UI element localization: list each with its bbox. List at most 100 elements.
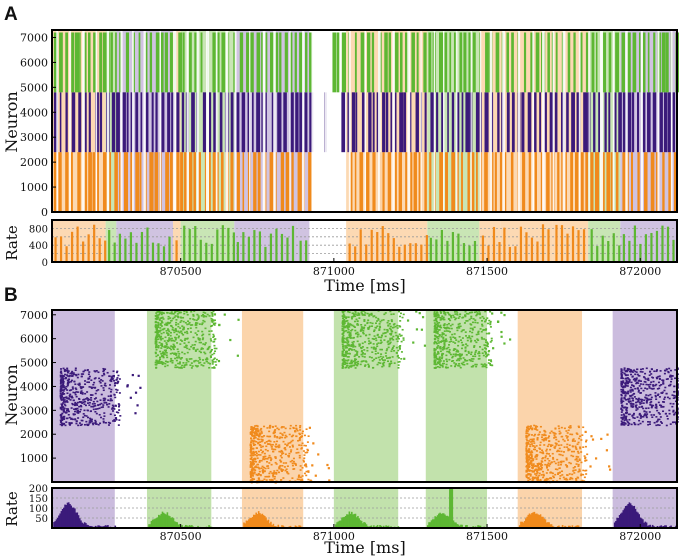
spike-dot [177, 315, 180, 318]
spike-dot [249, 466, 252, 468]
spike-dot [250, 463, 253, 465]
spike-dot [456, 329, 459, 332]
spike-dot [252, 452, 255, 454]
spike-dot [345, 346, 348, 349]
spike-dot [665, 378, 668, 381]
spike-dot [160, 355, 163, 358]
rate-bar [97, 525, 99, 528]
spike-dot [381, 334, 384, 337]
spike-dot [346, 336, 349, 339]
spike-dot [399, 312, 402, 315]
spike-dot [290, 440, 293, 443]
spike-dot [538, 463, 541, 465]
spike-dot [177, 336, 180, 339]
spike-dot [258, 444, 261, 446]
spike-dot [352, 360, 355, 363]
spike-dot [621, 418, 624, 421]
spike-stripe-purple [593, 92, 596, 153]
spike-dot [674, 369, 677, 371]
spike-dot [179, 339, 182, 341]
spike-dot [443, 344, 446, 346]
spike-dot [441, 340, 444, 342]
spike-dot [656, 420, 659, 422]
spike-dot [382, 362, 385, 365]
spike-dot [646, 378, 649, 381]
stray-spike [584, 430, 587, 434]
spike-dot [111, 408, 114, 410]
spike-dot [186, 347, 189, 350]
spike-dot [559, 453, 562, 456]
spike-dot [175, 324, 178, 326]
spike-dot [158, 313, 161, 316]
spike-dot [270, 480, 273, 482]
spike-dot [539, 448, 542, 450]
spike-stripe-orange [504, 152, 507, 212]
spike-dot [565, 464, 568, 467]
rate-bar [155, 518, 158, 528]
spike-dot [212, 333, 215, 336]
spike-dot [111, 404, 114, 407]
spike-dot [170, 357, 173, 360]
spike-dot [347, 310, 350, 313]
spike-dot [373, 330, 376, 333]
spike-dot [396, 354, 399, 357]
raster-gap [612, 30, 615, 212]
rate-bar [171, 517, 174, 528]
spike-dot [253, 451, 256, 454]
spike-dot [261, 450, 264, 453]
spike-dot [254, 469, 257, 472]
spike-dot [164, 323, 167, 326]
rate-bar [590, 229, 593, 262]
spike-dot [480, 336, 483, 339]
spike-dot [359, 346, 362, 349]
spike-dot [658, 384, 661, 387]
spike-dot [60, 403, 63, 405]
spike-dot [545, 465, 548, 468]
spike-stripe-purple [385, 92, 389, 153]
spike-dot [434, 315, 437, 317]
spike-dot [170, 319, 173, 322]
spike-dot [657, 401, 660, 404]
spike-dot [87, 423, 90, 426]
spike-dot [188, 358, 191, 360]
rate-bar [425, 235, 428, 262]
spike-dot [632, 385, 635, 388]
spike-dot [99, 381, 102, 384]
spike-dot [642, 402, 645, 404]
spike-dot [289, 450, 292, 453]
spike-dot [446, 323, 449, 326]
rate-bar [622, 234, 625, 262]
spike-dot [166, 339, 169, 342]
spike-dot [530, 454, 533, 456]
spike-dot [251, 439, 254, 442]
spike-dot [389, 337, 392, 340]
spike-dot [399, 335, 402, 337]
spike-dot [530, 434, 533, 436]
spike-dot [154, 346, 157, 349]
spike-dot [445, 327, 448, 330]
spike-dot [172, 348, 175, 351]
spike-dot [166, 364, 169, 367]
spike-dot [653, 414, 656, 416]
spike-dot [287, 442, 290, 445]
spike-dot [94, 377, 97, 379]
spike-dot [78, 382, 81, 385]
spike-dot [386, 360, 389, 363]
spike-dot [97, 404, 100, 406]
spike-dot [568, 478, 571, 481]
spike-dot [650, 406, 653, 409]
rate-bar [435, 239, 438, 262]
panel-a-rate-ylabel: Rate [3, 225, 21, 261]
spike-dot [198, 362, 201, 364]
spike-dot [268, 462, 271, 464]
spike-dot [446, 311, 449, 314]
raster-gap [552, 30, 555, 212]
spike-dot [341, 354, 344, 357]
spike-dot [95, 389, 98, 392]
spike-dot [108, 375, 111, 378]
spike-dot [299, 465, 302, 467]
spike-dot [543, 444, 546, 446]
spike-dot [473, 345, 476, 347]
spike-dot [540, 468, 543, 471]
spike-dot [345, 337, 348, 339]
